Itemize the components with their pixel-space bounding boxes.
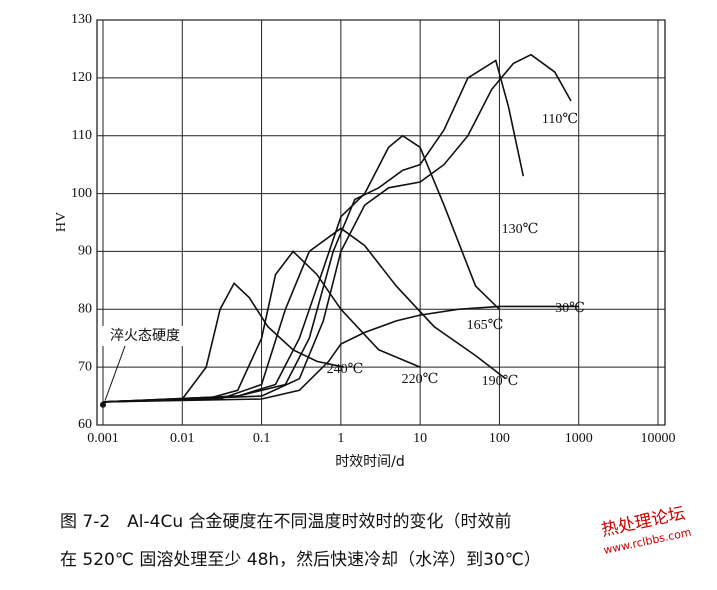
series-line (102, 305, 579, 403)
series-line (102, 227, 507, 403)
y-tick-label: 130 (71, 12, 92, 27)
y-tick-label: 100 (71, 186, 92, 201)
x-tick-label: 0.1 (253, 431, 271, 446)
x-tick-label: 10 (413, 431, 427, 446)
series-label: 30℃ (555, 301, 585, 316)
series-label: 165℃ (467, 318, 504, 333)
y-tick-label: 90 (78, 244, 92, 259)
y-tick-label: 110 (72, 128, 92, 143)
caption-line: 在 520℃ 固溶处理至少 48h，然后快速冷却（水淬）到30℃） (60, 550, 541, 570)
series-label: 130℃ (502, 222, 539, 237)
y-tick-label: 80 (78, 302, 92, 317)
series-line (102, 282, 345, 403)
series-label: 220℃ (402, 372, 439, 387)
y-tick-label: 60 (78, 417, 92, 432)
x-tick-label: 100 (489, 431, 510, 446)
caption-line: 图 7-2 Al-4Cu 合金硬度在不同温度时效时的变化（时效前 (60, 512, 512, 532)
x-tick-label: 0.001 (87, 431, 119, 446)
annotation-bg (100, 326, 190, 346)
series-label: 240℃ (327, 362, 364, 377)
x-tick-label: 1000 (565, 431, 593, 446)
annotation-arrow (104, 345, 126, 401)
x-tick-label: 1 (337, 431, 344, 446)
series-line (102, 250, 421, 403)
x-tick-label: 10000 (641, 431, 676, 446)
x-tick-label: 0.01 (170, 431, 195, 446)
series-line (102, 53, 572, 403)
x-axis-label: 时效时间/d (335, 454, 405, 470)
series-line (102, 59, 525, 403)
quench-point (100, 401, 106, 408)
series-label: 110℃ (542, 112, 578, 127)
series-label: 190℃ (482, 374, 519, 389)
y-tick-label: 70 (78, 359, 92, 374)
y-tick-label: 120 (71, 70, 92, 85)
y-axis-label: HV (54, 212, 69, 232)
series-line (102, 134, 500, 403)
annotation: 淬火态硬度 (110, 328, 180, 344)
